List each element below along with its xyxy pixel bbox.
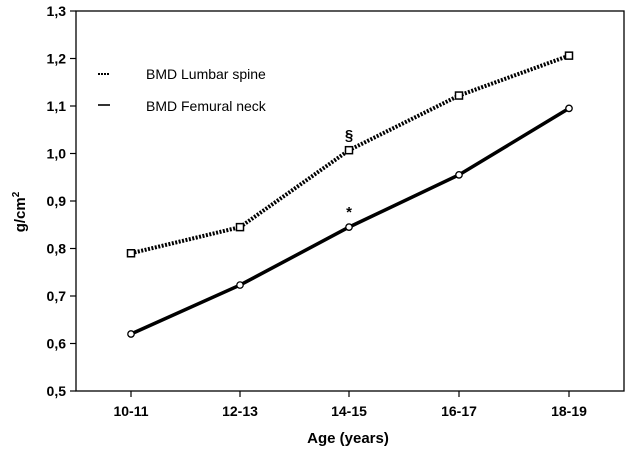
y-tick-label: 0,6 bbox=[47, 336, 67, 352]
y-tick-label: 1,2 bbox=[47, 51, 67, 67]
y-tick-label: 1,0 bbox=[47, 146, 67, 162]
significance-marker: * bbox=[346, 204, 352, 221]
y-tick-label: 0,5 bbox=[47, 383, 67, 399]
y-tick-label: 0,9 bbox=[47, 193, 67, 209]
x-tick-label: 12-13 bbox=[222, 403, 258, 419]
lumbar-spine-point bbox=[344, 145, 354, 155]
x-tick-label: 18-19 bbox=[551, 403, 587, 419]
y-tick-label: 0,7 bbox=[47, 288, 67, 304]
femural-neck-point bbox=[345, 223, 353, 231]
lumbar-spine-point bbox=[235, 222, 245, 232]
lumbar-spine-point bbox=[564, 51, 574, 60]
x-tick-label: 10-11 bbox=[113, 403, 148, 419]
y-axis-ticks: 0,5 0,6 0,7 0,8 0,9 1,0 1,1 1,2 1,3 bbox=[47, 3, 76, 399]
x-axis-title: Age (years) bbox=[307, 430, 389, 447]
femural-neck-point bbox=[455, 171, 463, 179]
y-tick-label: 1,3 bbox=[47, 3, 67, 19]
y-tick-label: 0,8 bbox=[47, 241, 67, 257]
legend-label: BMD Lumbar spine bbox=[146, 66, 266, 82]
x-tick-label: 14-15 bbox=[331, 403, 367, 419]
y-axis-title-base: g/cm bbox=[12, 197, 29, 232]
lumbar-spine-point bbox=[126, 249, 136, 258]
femural-neck-point bbox=[127, 330, 135, 338]
x-tick-label: 16-17 bbox=[441, 403, 477, 419]
y-axis-title-superscript: 2 bbox=[11, 191, 22, 197]
significance-marker: § bbox=[345, 127, 353, 144]
annotations: §* bbox=[345, 127, 353, 221]
y-tick-label: 1,1 bbox=[47, 98, 67, 114]
y-axis-title: g/cm2 bbox=[11, 191, 29, 232]
femural-neck-point bbox=[236, 281, 244, 289]
femural-neck-point bbox=[565, 104, 573, 113]
legend-label: BMD Femural neck bbox=[146, 98, 267, 114]
lumbar-spine-point bbox=[454, 91, 464, 100]
x-axis-ticks: 10-11 12-13 14-15 16-17 18-19 bbox=[113, 391, 587, 419]
legend: BMD Lumbar spine BMD Femural neck bbox=[98, 66, 267, 114]
series-group bbox=[126, 51, 574, 338]
